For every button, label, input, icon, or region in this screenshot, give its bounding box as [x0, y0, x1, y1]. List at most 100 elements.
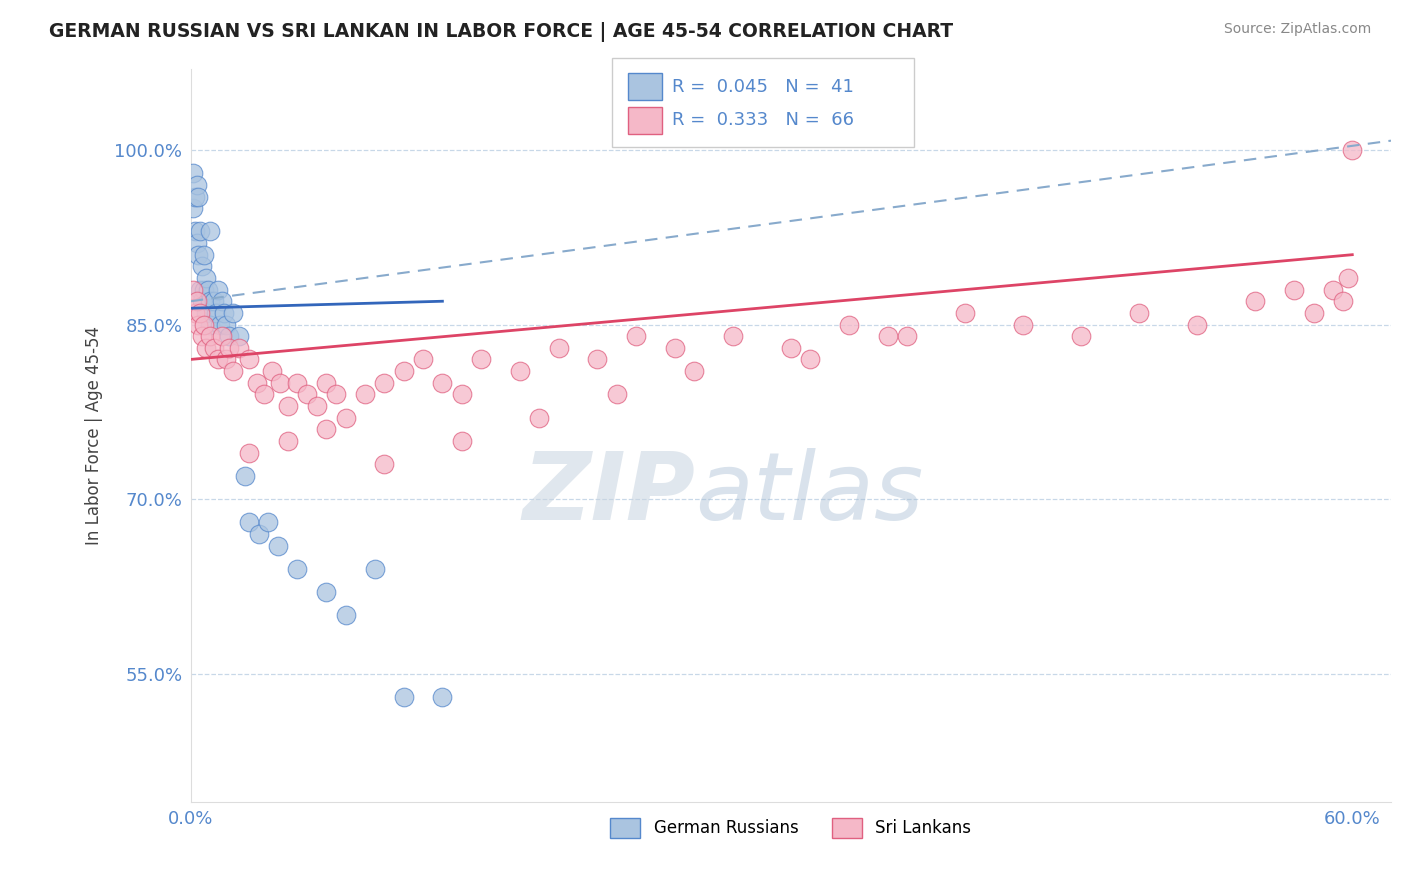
Point — [202, 341, 225, 355]
Point — [509, 364, 531, 378]
Point — [335, 608, 357, 623]
Point — [228, 341, 250, 355]
Point — [363, 562, 385, 576]
Point — [624, 329, 647, 343]
Point — [392, 364, 415, 378]
Text: R =  0.333   N =  66: R = 0.333 N = 66 — [672, 112, 853, 129]
Point — [260, 364, 283, 378]
Point — [186, 294, 208, 309]
Point — [245, 376, 267, 390]
Point — [373, 376, 395, 390]
Point — [181, 166, 204, 180]
Point — [195, 341, 218, 355]
Point — [295, 387, 318, 401]
Point — [222, 364, 245, 378]
Point — [664, 341, 686, 355]
Point — [198, 294, 221, 309]
Point — [195, 271, 218, 285]
Point — [799, 352, 821, 367]
Point — [325, 387, 347, 401]
Point — [183, 224, 205, 238]
Point — [779, 341, 801, 355]
Point — [277, 434, 299, 448]
Point — [315, 422, 337, 436]
Point — [193, 283, 215, 297]
Point — [186, 235, 208, 250]
Point — [238, 445, 260, 459]
Text: ZIP: ZIP — [522, 448, 695, 540]
Point — [305, 399, 328, 413]
Point — [207, 283, 229, 297]
Point — [267, 539, 290, 553]
Point — [838, 318, 860, 332]
Point — [238, 352, 260, 367]
Point — [876, 329, 898, 343]
Point — [392, 690, 415, 704]
Legend: German Russians, Sri Lankans: German Russians, Sri Lankans — [603, 811, 979, 845]
Point — [1012, 318, 1035, 332]
Point — [195, 306, 218, 320]
Point — [354, 387, 377, 401]
Point — [191, 329, 214, 343]
Point — [450, 434, 472, 448]
Point — [198, 318, 221, 332]
Point — [181, 201, 204, 215]
Point — [187, 248, 209, 262]
Point — [208, 318, 231, 332]
Point — [202, 294, 225, 309]
Point — [253, 387, 276, 401]
Point — [1244, 294, 1267, 309]
Y-axis label: In Labor Force | Age 45-54: In Labor Force | Age 45-54 — [86, 326, 103, 544]
Point — [187, 189, 209, 203]
Point — [529, 410, 551, 425]
Point — [1341, 143, 1364, 157]
Point — [218, 329, 240, 343]
Text: atlas: atlas — [695, 448, 924, 539]
Point — [222, 306, 245, 320]
Point — [214, 352, 236, 367]
Point — [683, 364, 706, 378]
Point — [315, 376, 337, 390]
Point — [212, 306, 235, 320]
Point — [214, 318, 236, 332]
Point — [193, 248, 215, 262]
Point — [315, 585, 337, 599]
Point — [238, 516, 260, 530]
Point — [257, 516, 280, 530]
Point — [1302, 306, 1324, 320]
Point — [285, 376, 308, 390]
Point — [547, 341, 569, 355]
Point — [896, 329, 918, 343]
Point — [218, 341, 240, 355]
Point — [1282, 283, 1305, 297]
Point — [211, 329, 233, 343]
Point — [335, 410, 357, 425]
Point — [269, 376, 291, 390]
Point — [191, 260, 214, 274]
Point — [198, 329, 221, 343]
Point — [247, 527, 270, 541]
Point — [1322, 283, 1344, 297]
Point — [432, 376, 454, 390]
Point — [450, 387, 472, 401]
Point — [207, 352, 229, 367]
Point — [211, 294, 233, 309]
Point — [285, 562, 308, 576]
Point — [470, 352, 492, 367]
Point — [277, 399, 299, 413]
Point — [183, 306, 205, 320]
Point — [187, 318, 209, 332]
Point — [205, 306, 228, 320]
Point — [190, 306, 212, 320]
Point — [186, 178, 208, 192]
Text: GERMAN RUSSIAN VS SRI LANKAN IN LABOR FORCE | AGE 45-54 CORRELATION CHART: GERMAN RUSSIAN VS SRI LANKAN IN LABOR FO… — [49, 22, 953, 42]
Point — [183, 189, 205, 203]
Point — [586, 352, 609, 367]
Point — [193, 318, 215, 332]
Point — [1337, 271, 1360, 285]
Point — [1331, 294, 1354, 309]
Point — [373, 457, 395, 471]
Text: Source: ZipAtlas.com: Source: ZipAtlas.com — [1223, 22, 1371, 37]
Point — [190, 283, 212, 297]
Point — [181, 283, 204, 297]
